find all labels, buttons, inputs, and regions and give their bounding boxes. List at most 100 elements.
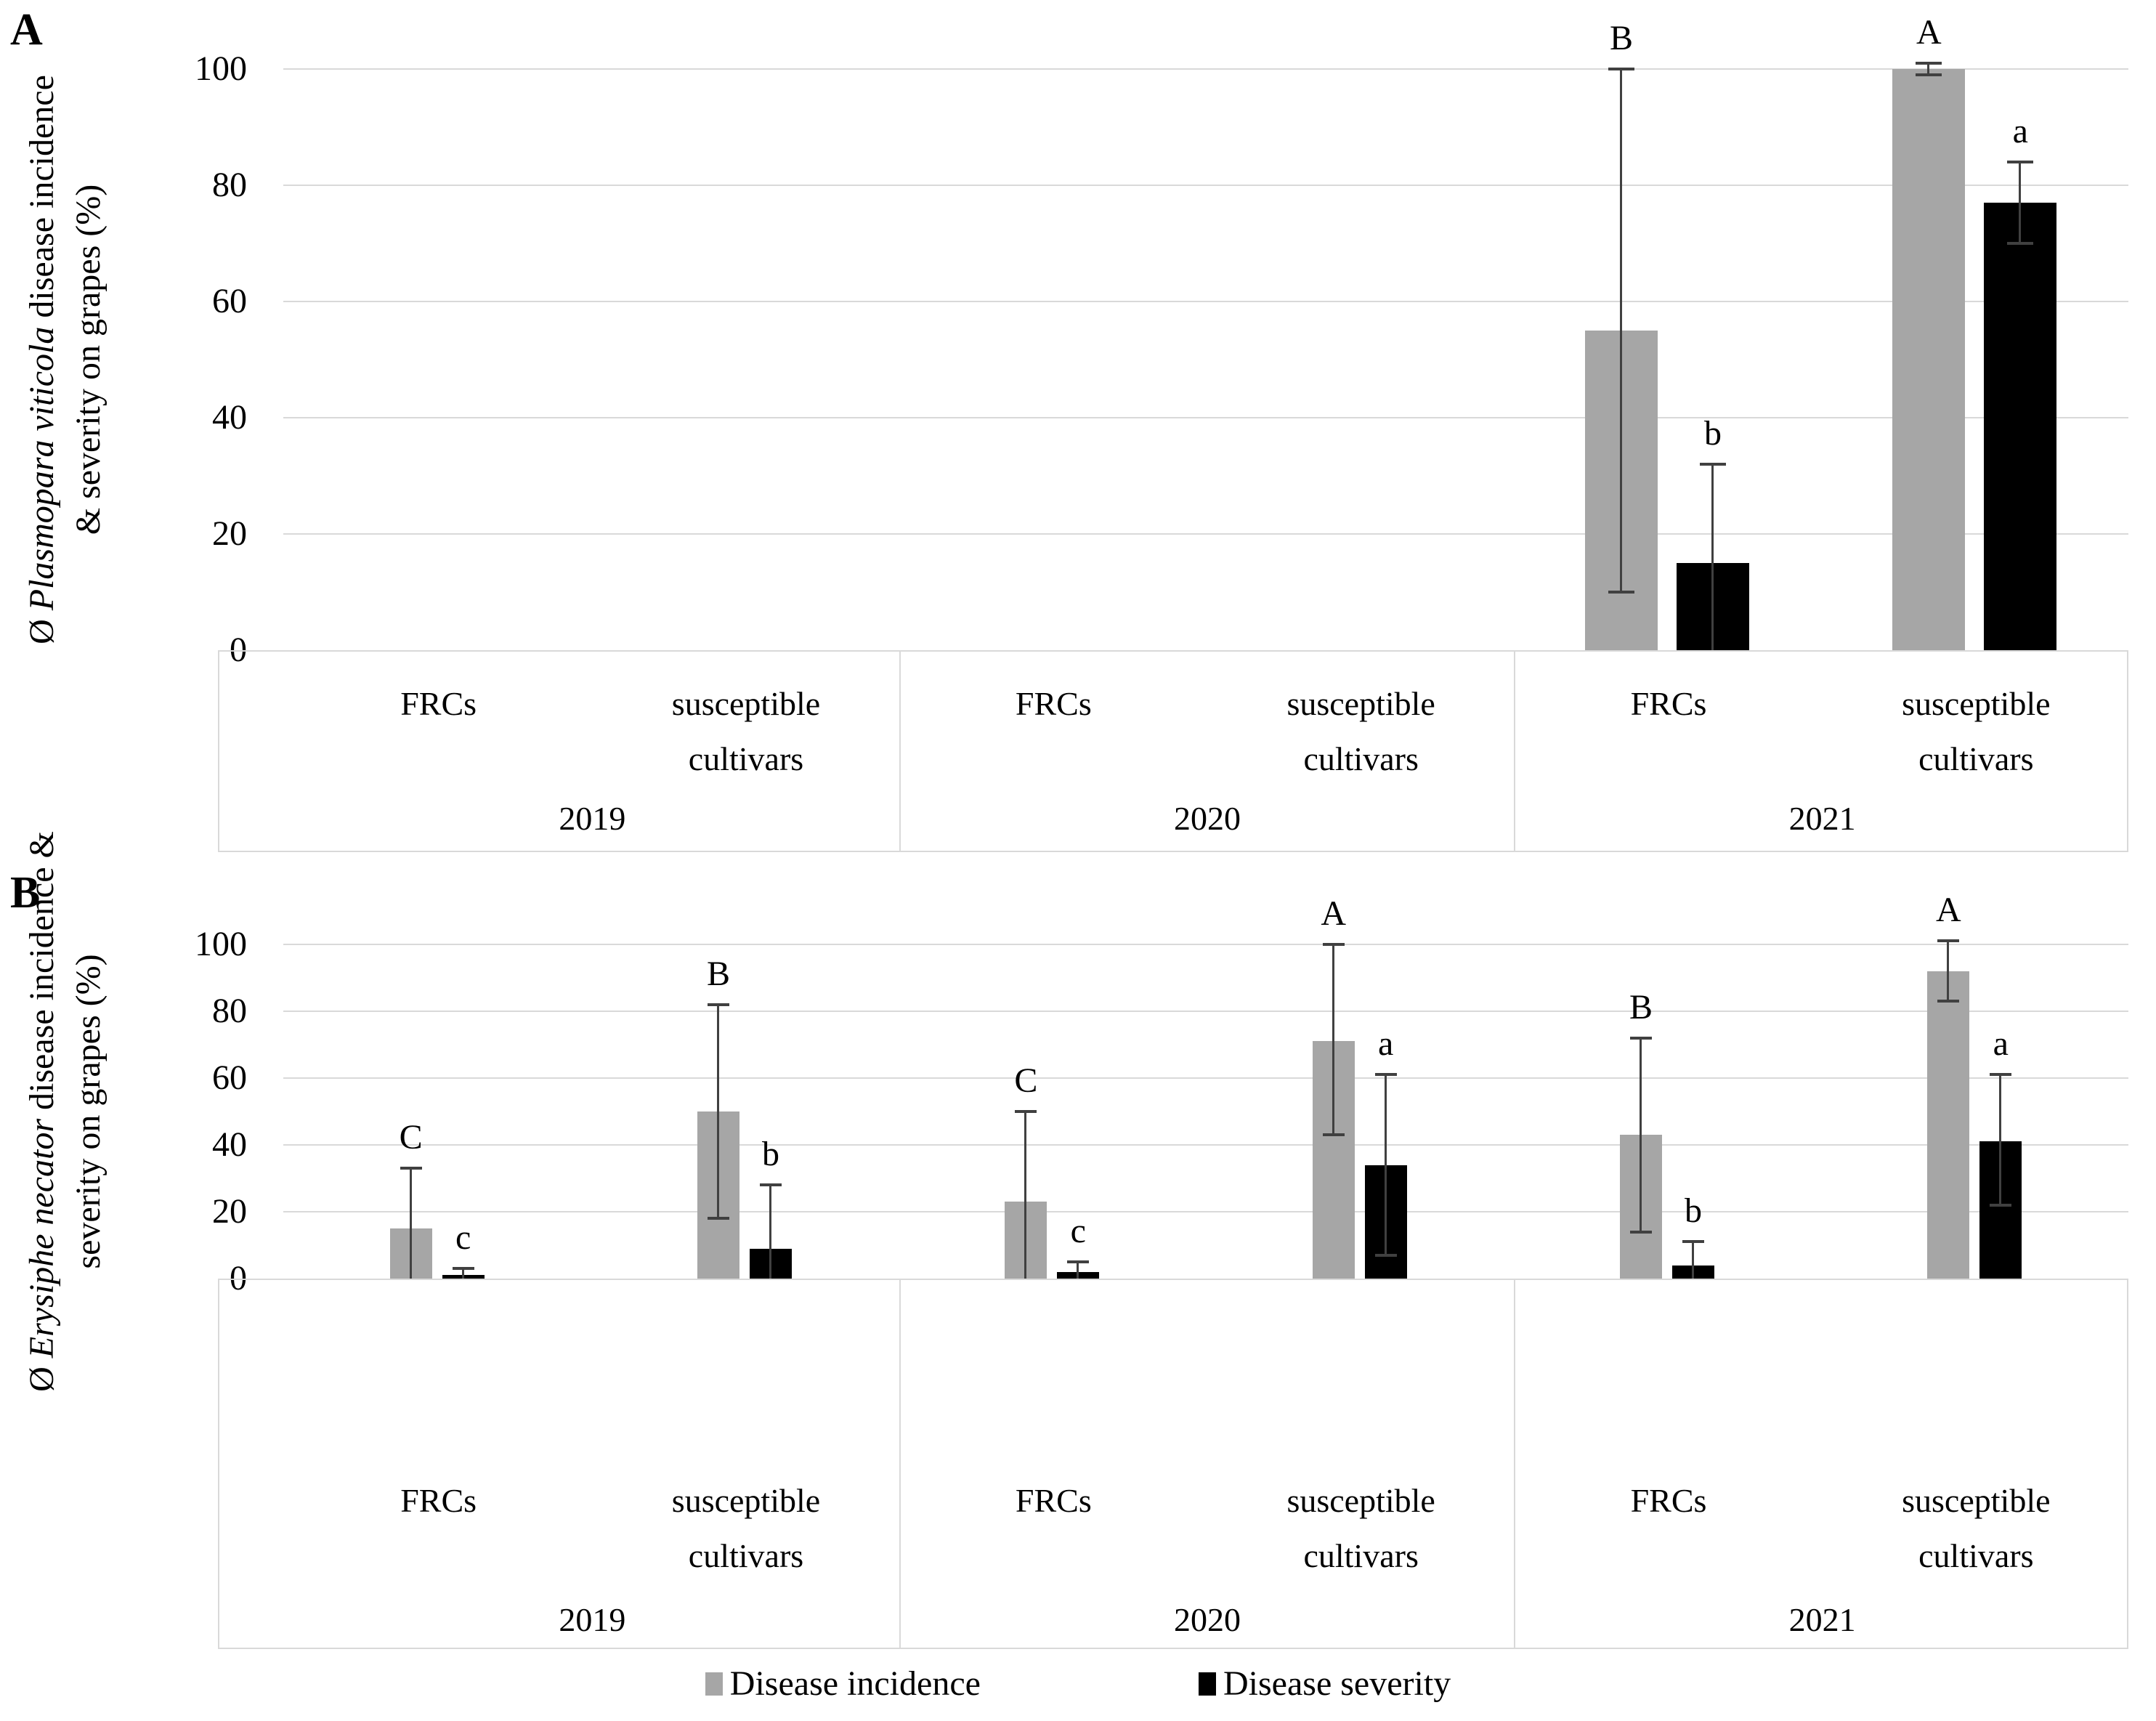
significance-letter: B	[706, 954, 731, 993]
panel-a-letter: A	[10, 5, 43, 54]
y-axis-title-line: Ø Erysiphe necator disease incidence &	[19, 785, 65, 1438]
y-axis-title-line: & severity on grapes (%)	[65, 33, 112, 687]
category-label-susceptible-cultivars: susceptible cultivars	[671, 685, 821, 777]
error-bar-top-cap	[400, 1167, 422, 1170]
error-bar-bottom-cap	[1630, 1230, 1652, 1234]
y-tick-label: 80	[212, 992, 247, 1030]
bar-slot-severity: a	[1984, 114, 2057, 650]
error-bar	[1332, 944, 1334, 1135]
gridline	[283, 944, 2128, 945]
significance-letter: a	[2012, 112, 2028, 150]
error-bar	[1927, 63, 1930, 75]
error-bar	[409, 1168, 412, 1279]
bar-disease-incidence	[1927, 971, 1970, 1279]
error-bar-bottom-cap	[1608, 591, 1634, 594]
y-tick-label: 40	[212, 1125, 247, 1164]
error-bar	[1077, 1262, 1079, 1279]
category-axis-area: FRCs susceptible cultivars 2019 FRCs suscept…	[218, 1279, 2128, 1649]
error-bar-bottom-cap	[1374, 1253, 1397, 1257]
y-tick-label: 20	[212, 1192, 247, 1231]
gridline	[283, 1077, 2128, 1079]
y-tick-label: 100	[195, 925, 247, 963]
y-axis-title-text: disease incidence &	[23, 831, 61, 1119]
error-bar	[1384, 1074, 1387, 1255]
year-label: 2019	[559, 800, 626, 837]
error-bar	[2019, 162, 2022, 243]
error-bar-top-cap	[1916, 62, 1942, 65]
significance-letter: a	[1993, 1024, 2009, 1064]
year-group-separator	[899, 1280, 901, 1648]
error-bar-top-cap	[1374, 1073, 1397, 1077]
error-bar	[1999, 1074, 2002, 1205]
bar-slot-severity: c	[442, 1220, 485, 1279]
y-tick-label: 60	[212, 1058, 247, 1097]
error-bar-top-cap	[1700, 463, 1726, 466]
error-bar-top-cap	[760, 1183, 782, 1187]
category-label-susceptible-cultivars: susceptible cultivars	[671, 1482, 821, 1574]
y-tick-label: 60	[212, 282, 247, 320]
error-bar-top-cap	[1630, 1036, 1652, 1040]
bar-slot-incidence: B	[1585, 21, 1658, 650]
significance-letter: b	[1685, 1191, 1702, 1231]
bar-slot-severity: a	[1364, 1026, 1407, 1279]
error-bar-top-cap	[1608, 68, 1634, 70]
bar-slot-incidence: B	[697, 956, 739, 1279]
significance-letter: B	[1629, 987, 1653, 1026]
error-bar-bottom-cap	[1990, 1203, 2012, 1207]
y-tick-label: 80	[212, 166, 247, 204]
gridline	[283, 417, 2128, 418]
y-tick-label: 100	[195, 49, 247, 88]
species-name-italic: Plasmopara viticola	[23, 326, 61, 611]
error-bar-top-cap	[1937, 939, 1960, 943]
incidence-legend-swatch-icon	[705, 1672, 723, 1696]
error-bar-top-cap	[1990, 1073, 2012, 1077]
bar-slot-severity: b	[750, 1137, 792, 1279]
bar-slot-incidence: C	[1005, 1064, 1047, 1279]
category-label-susceptible-cultivars: susceptible cultivars	[1902, 1482, 2051, 1574]
category-label-frcs: FRCs	[1630, 1482, 1707, 1519]
y-axis-title: Ø Plasmopara viticola disease incidence &…	[19, 33, 115, 687]
gridline	[283, 533, 2128, 535]
error-bar-top-cap	[1067, 1260, 1090, 1263]
category-label-frcs: FRCs	[1015, 685, 1092, 722]
significance-letter: A	[1935, 891, 1961, 930]
category-axis-area: FRCs susceptible cultivars 2019 FRCs suscept…	[218, 650, 2128, 852]
legend-label-severity: Disease severity	[1223, 1664, 1451, 1703]
year-label: 2020	[1174, 800, 1241, 837]
gridline	[283, 301, 2128, 302]
error-bar	[461, 1268, 464, 1279]
error-bar-bottom-cap	[1322, 1133, 1345, 1137]
legend-label-incidence: Disease incidence	[729, 1664, 981, 1703]
significance-letter: b	[762, 1135, 779, 1174]
year-label: 2019	[559, 1601, 626, 1638]
year-group-separator	[899, 652, 901, 851]
error-bar-top-cap	[708, 1003, 729, 1006]
species-name-italic: Erysiphe necator	[23, 1118, 61, 1358]
category-label-susceptible-cultivars: susceptible cultivars	[1286, 685, 1435, 777]
bar-disease-incidence	[1892, 69, 1966, 650]
y-axis-title-text: Ø	[23, 610, 61, 644]
category-label-frcs: FRCs	[400, 685, 477, 722]
category-label-frcs: FRCs	[1630, 685, 1707, 722]
error-bar	[1640, 1037, 1642, 1232]
y-axis-title-text: disease incidence	[23, 75, 61, 327]
significance-letter: B	[1609, 19, 1634, 57]
error-bar	[1620, 69, 1622, 592]
gridline	[283, 1144, 2128, 1146]
error-bar-top-cap	[1322, 943, 1345, 946]
y-axis-title-text: & severity on grapes (%)	[69, 184, 108, 535]
significance-letter: c	[1070, 1212, 1086, 1250]
error-bar	[717, 1004, 719, 1219]
year-group-separator	[1514, 1280, 1516, 1648]
error-bar-bottom-cap	[1916, 73, 1942, 76]
bar-disease-severity	[1984, 203, 2057, 650]
error-bar-bottom-cap	[1937, 1000, 1960, 1003]
y-axis-title: Ø Erysiphe necator disease incidence & se…	[19, 785, 115, 1438]
